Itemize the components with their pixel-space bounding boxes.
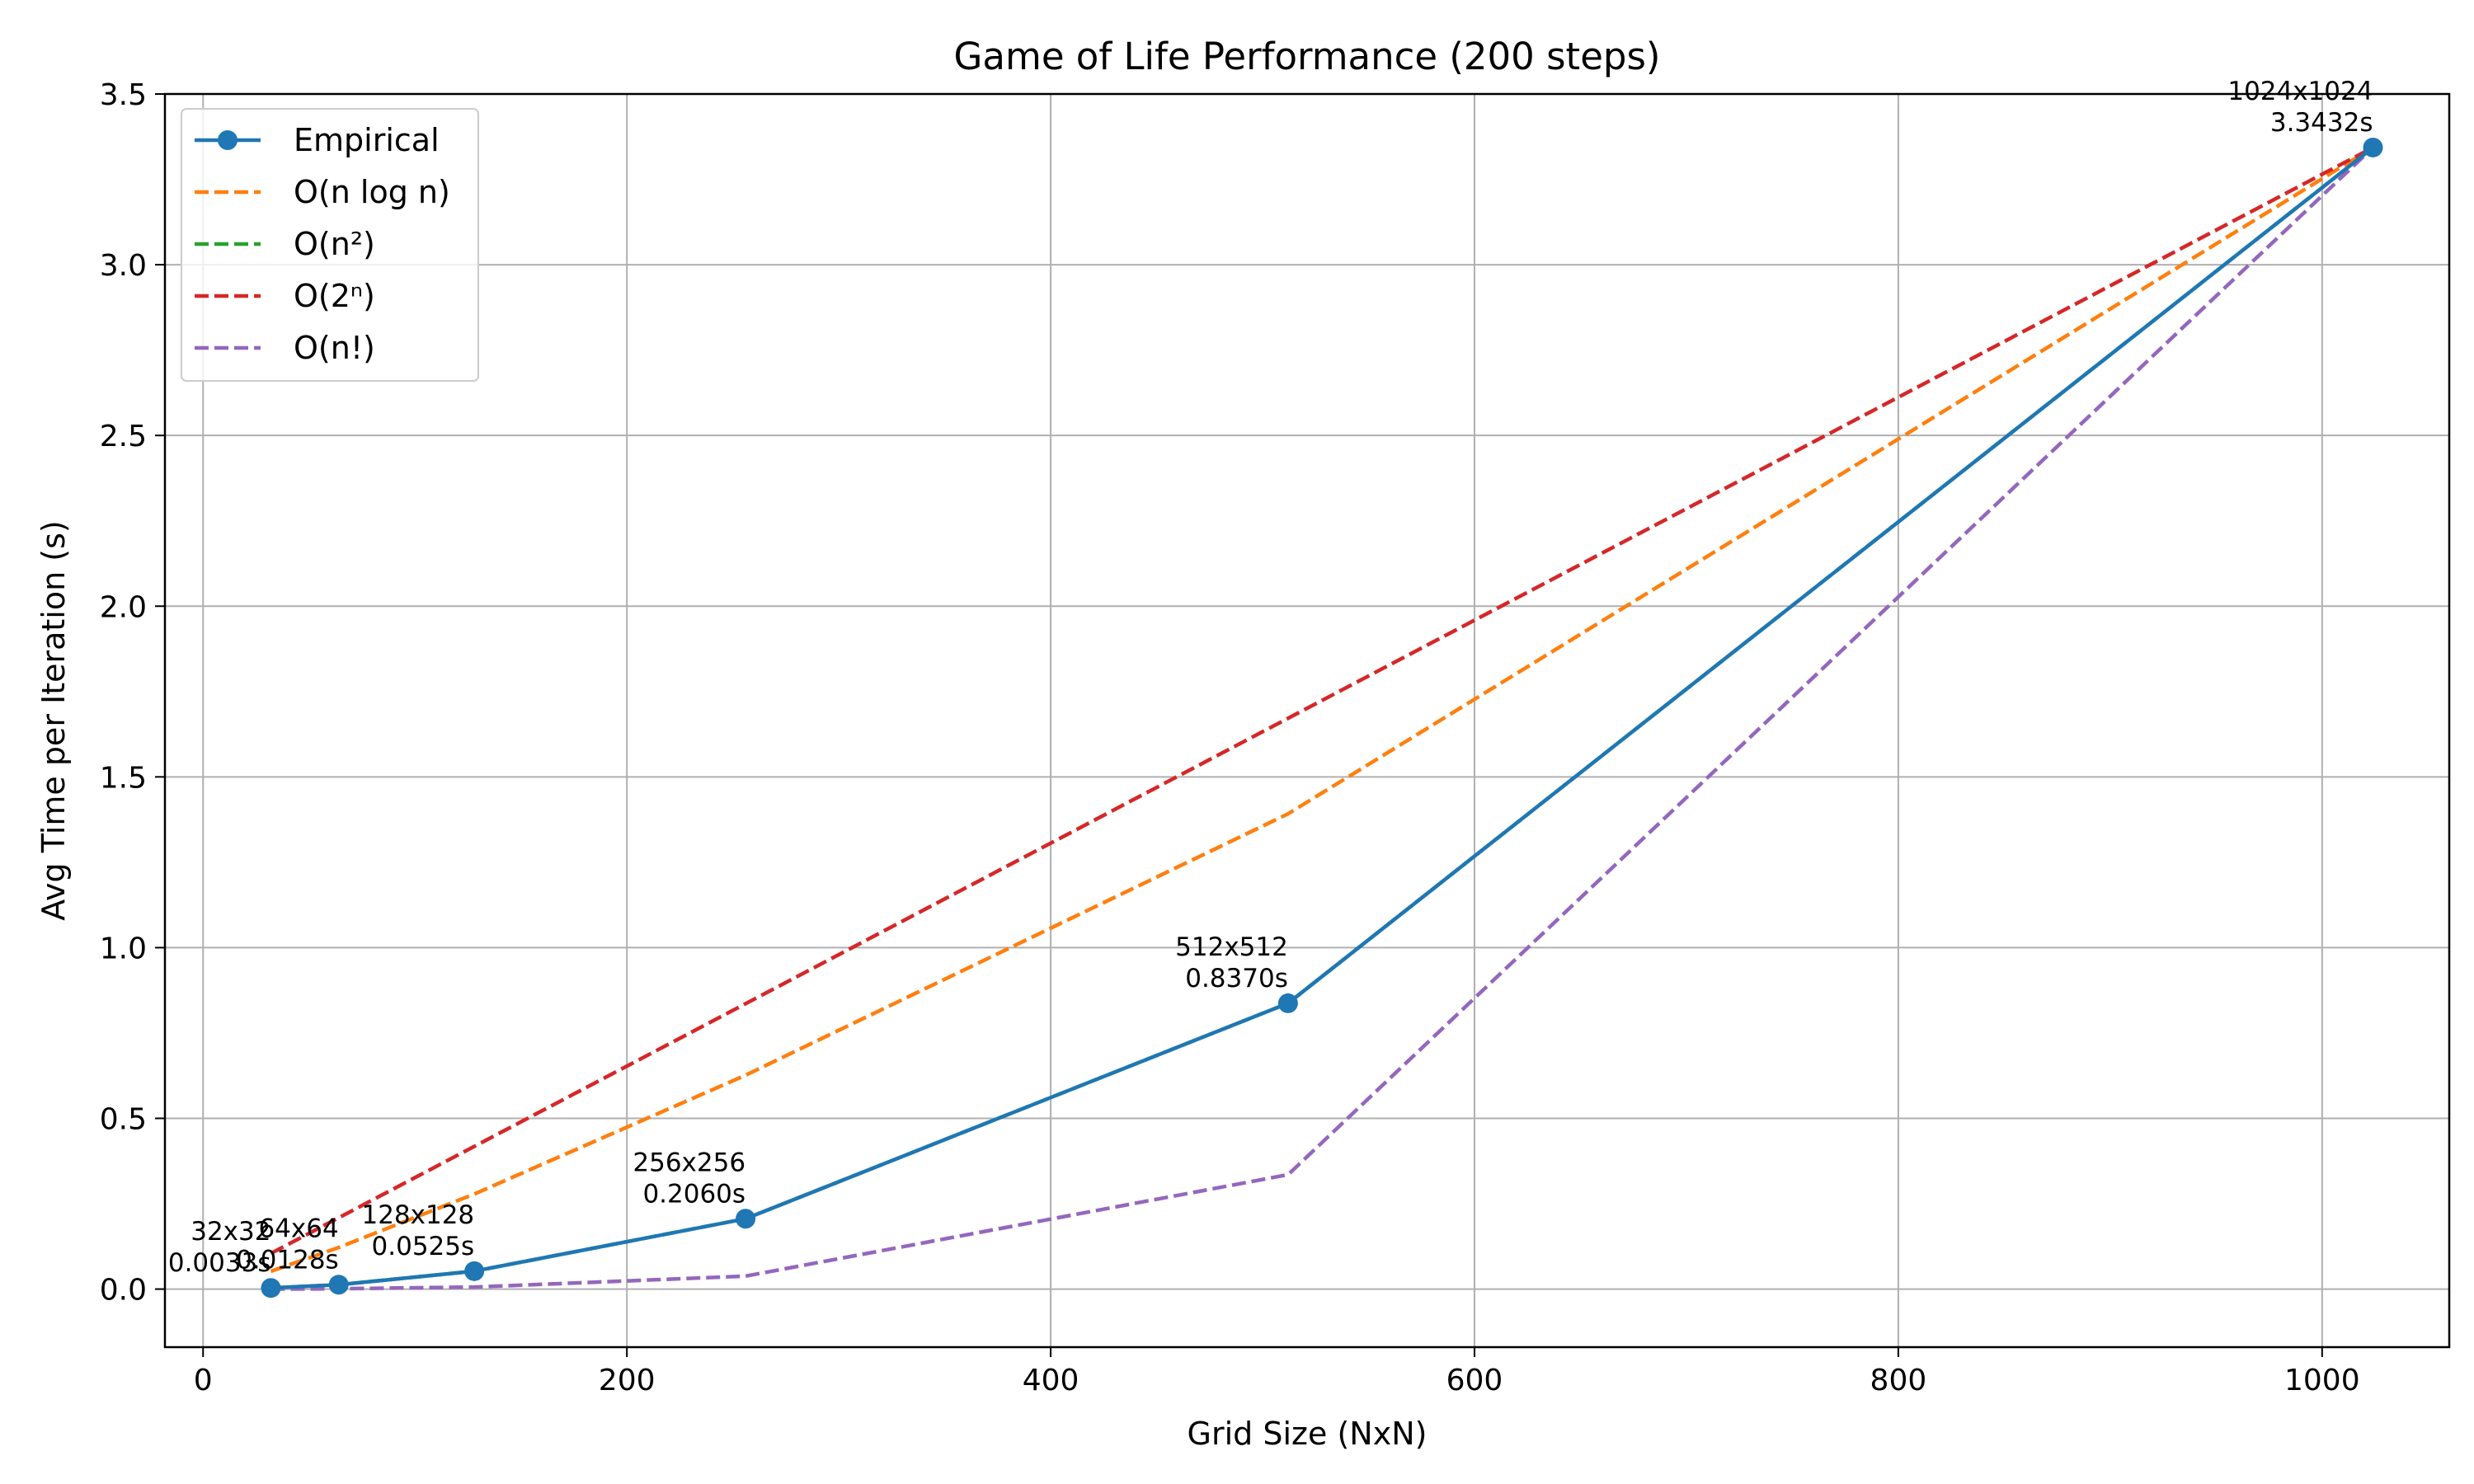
point-annotation-time: 0.8370s <box>1185 964 1288 993</box>
y-tick-label: 2.0 <box>100 590 147 624</box>
y-tick-label: 2.5 <box>100 420 147 453</box>
point-annotation-time: 0.0033s <box>168 1248 271 1278</box>
x-tick-label: 0 <box>194 1364 213 1397</box>
point-annotation-time: 0.0525s <box>372 1232 475 1261</box>
x-tick-label: 200 <box>599 1364 656 1397</box>
empirical-data-point <box>736 1209 756 1229</box>
point-annotation-time: 0.0128s <box>236 1245 339 1275</box>
x-tick-label: 800 <box>1870 1364 1927 1397</box>
point-annotation-size: 512x512 <box>1175 932 1288 962</box>
series-line-o-n-log-n <box>270 146 2374 1274</box>
point-annotation-size: 32x32 <box>190 1217 270 1247</box>
point-annotation-size: 256x256 <box>633 1148 745 1177</box>
legend-label-o-2: O(2ⁿ) <box>294 278 375 314</box>
y-tick-label: 3.0 <box>100 249 147 283</box>
empirical-data-point <box>1277 993 1298 1013</box>
legend-label-empirical: Empirical <box>294 122 440 158</box>
chart-title: Game of Life Performance (200 steps) <box>954 35 1661 78</box>
y-tick-label: 3.5 <box>100 78 147 112</box>
axis-ticks: 0 200 400 600 800 1000 0.0 0.5 1.0 1.5 2.0 2.5 3.0 3.… <box>100 78 2360 1397</box>
x-tick-label: 1000 <box>2284 1364 2360 1397</box>
legend-label-o-n: O(n²) <box>294 226 375 262</box>
legend-marker <box>218 130 238 150</box>
empirical-data-point <box>261 1278 281 1298</box>
legend-label-o-n: O(n!) <box>294 330 375 366</box>
series-layer <box>261 137 2383 1298</box>
y-tick-label: 0.0 <box>100 1274 147 1308</box>
y-tick-label: 1.5 <box>100 761 147 795</box>
point-annotation-time: 0.2060s <box>642 1179 745 1209</box>
point-annotation-time: 3.3432s <box>2270 108 2373 138</box>
empirical-data-point <box>328 1275 349 1295</box>
empirical-data-point <box>2363 137 2383 157</box>
series-line-o-n <box>270 146 2375 1291</box>
plot-frame <box>163 92 2451 1349</box>
y-tick-label: 0.5 <box>100 1103 147 1137</box>
series-line-empirical <box>270 146 2374 1290</box>
legend-box <box>181 108 479 382</box>
point-annotation-size: 128x128 <box>361 1200 474 1230</box>
point-annotation-size: 64x64 <box>258 1214 338 1243</box>
legend-label-o-n-log-n: O(n log n) <box>294 174 450 210</box>
y-axis-label: Avg Time per Iteration (s) <box>35 520 72 920</box>
legend: Empirical O(n log n) O(n²) O(2ⁿ) O(n!) <box>181 108 479 382</box>
x-tick-label: 400 <box>1023 1364 1079 1397</box>
point-annotation-size: 1024x1024 <box>2227 77 2373 106</box>
x-axis-label: Grid Size (NxN) <box>1188 1416 1427 1452</box>
empirical-data-point <box>464 1261 485 1281</box>
y-tick-label: 1.0 <box>100 932 147 965</box>
x-tick-label: 600 <box>1446 1364 1503 1397</box>
series-line-o-2 <box>270 145 2374 1256</box>
